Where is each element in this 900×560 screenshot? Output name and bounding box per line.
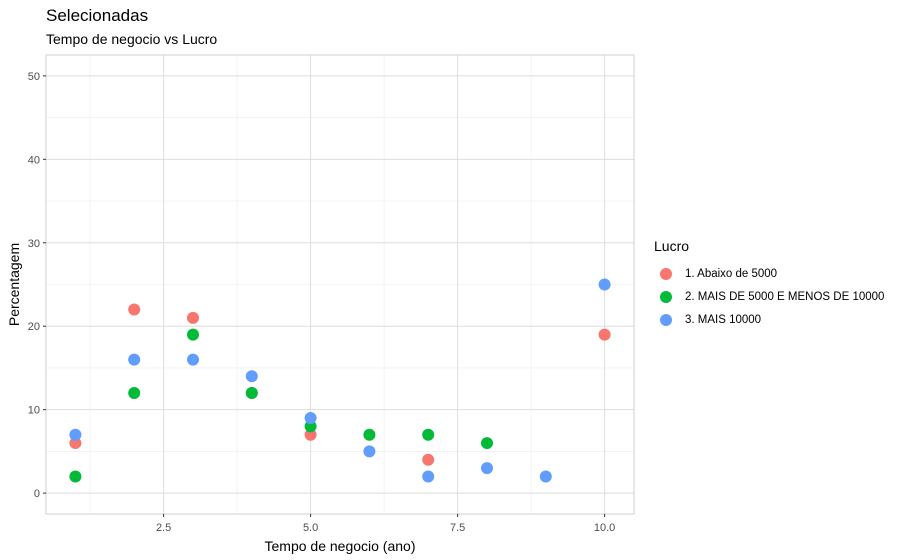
point-series-2 [187, 328, 199, 341]
y-tick-label: 10 [28, 405, 40, 417]
chart-subtitle: Tempo de negocio vs Lucro [46, 31, 218, 47]
point-series-1 [128, 303, 141, 316]
point-series-2 [69, 470, 82, 483]
y-axis-title: Percentagem [6, 243, 22, 326]
point-series-2 [481, 437, 493, 450]
x-tick-label: 2.5 [156, 522, 171, 534]
point-series-2 [245, 386, 258, 399]
point-series-3 [69, 428, 82, 441]
point-series-3 [363, 445, 376, 458]
point-series-1 [69, 437, 82, 450]
point-series-1 [187, 311, 199, 324]
legend-title: Lucro [654, 238, 690, 254]
point-series-2 [363, 428, 376, 441]
legend-item: 3. MAIS 10000 [654, 308, 884, 331]
legend: Lucro 1. Abaixo de 5000 2. MAIS DE 5000 … [654, 238, 884, 331]
legend-label-3: 3. MAIS 10000 [685, 313, 762, 326]
point-series-3 [128, 353, 141, 366]
legend-label-1: 1. Abaixo de 5000 [685, 267, 778, 280]
point-series-2 [128, 386, 141, 399]
panel-border [45, 54, 635, 515]
y-tick-label: 20 [28, 321, 40, 333]
point-series-3 [245, 370, 258, 383]
point-series-1 [304, 428, 317, 441]
point-series-3 [539, 470, 552, 483]
legend-label-2: 2. MAIS DE 5000 E MENOS DE 10000 [685, 290, 885, 303]
x-axis-title: Tempo de negocio (ano) [265, 538, 416, 554]
y-tick-label: 50 [28, 71, 40, 83]
point-series-3 [481, 462, 493, 475]
y-tick-label: 0 [34, 488, 40, 500]
x-tick-label: 5.0 [303, 522, 318, 534]
chart-title: Selecionadas [46, 6, 149, 25]
legend-key-2 [660, 290, 672, 303]
point-series-2 [422, 428, 435, 441]
legend-key-3 [660, 313, 672, 326]
legend-item: 2. MAIS DE 5000 E MENOS DE 10000 [654, 285, 884, 308]
legend-key-1 [660, 267, 672, 280]
point-series-1 [422, 453, 435, 466]
x-tick-label: 7.5 [450, 522, 465, 534]
point-series-1 [598, 328, 611, 341]
point-series-3 [304, 412, 317, 425]
y-tick-label: 30 [28, 238, 40, 250]
point-series-3 [598, 278, 611, 291]
point-series-2 [304, 420, 317, 433]
x-tick-label: 10.0 [594, 522, 615, 534]
y-tick-label: 40 [28, 154, 40, 166]
legend-item: 1. Abaixo de 5000 [654, 262, 884, 285]
point-series-3 [422, 470, 435, 483]
point-series-3 [187, 353, 199, 366]
